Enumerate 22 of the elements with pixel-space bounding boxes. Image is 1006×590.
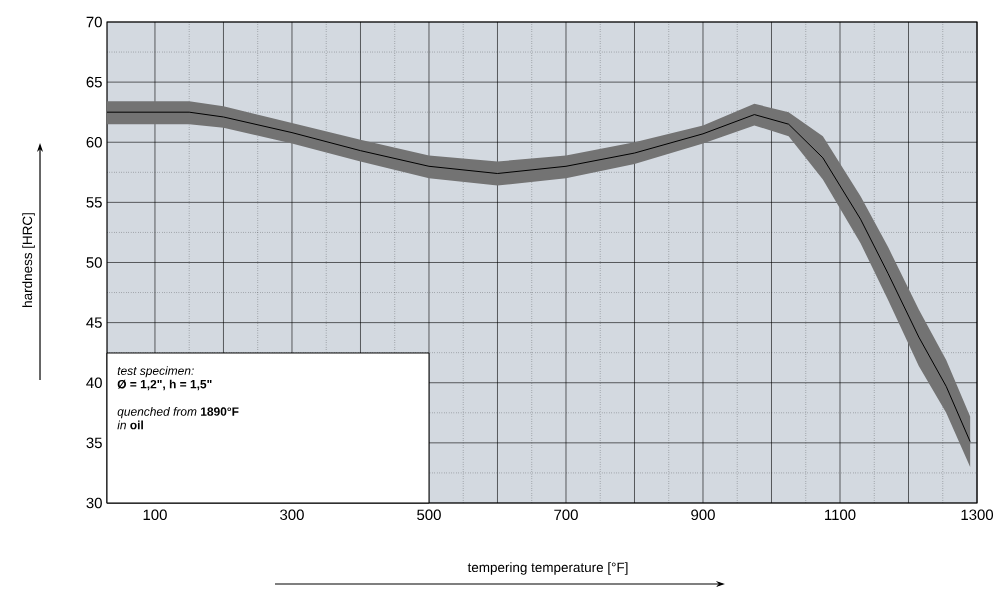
y-tick-label: 40 — [86, 377, 102, 389]
x-tick-label: 500 — [417, 509, 441, 521]
y-axis-title: hardness [HRC] — [22, 213, 35, 307]
y-tick-label: 30 — [86, 497, 102, 509]
x-tick-label: 1300 — [961, 509, 994, 521]
y-tick-label: 65 — [86, 76, 102, 88]
annotation: quenched from 1890°F — [117, 407, 239, 419]
annotation: test specimen: — [117, 366, 194, 378]
y-tick-label: 55 — [86, 197, 102, 208]
x-tick-label: 700 — [554, 509, 578, 521]
y-tick-label: 35 — [86, 437, 102, 449]
x-tick-label: 100 — [143, 509, 167, 521]
x-tick-label: 1100 — [825, 509, 856, 521]
x-tick-label: 300 — [280, 509, 304, 521]
y-tick-label: 50 — [86, 257, 102, 268]
y-tick-label: 60 — [86, 136, 102, 148]
x-axis-title: tempering temperature [°F] — [467, 562, 628, 575]
x-tick-label: 900 — [691, 509, 715, 521]
y-tick-label: 70 — [86, 16, 102, 28]
annotation: Ø = 1,2", h = 1,5" — [117, 379, 212, 391]
y-tick-label: 45 — [86, 317, 102, 328]
annotation: in oil — [117, 420, 143, 430]
